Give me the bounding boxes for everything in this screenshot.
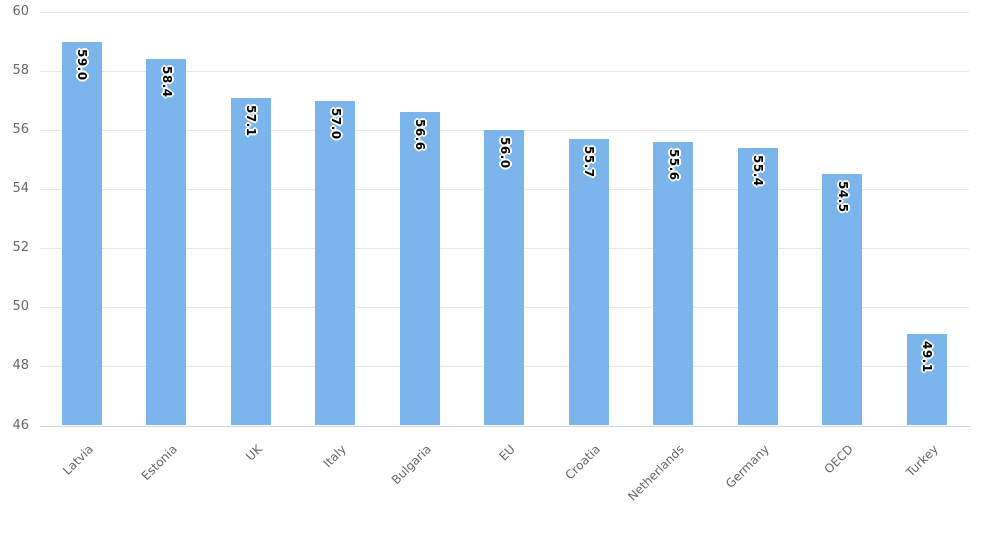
bar-uk[interactable] xyxy=(230,97,271,426)
y-axis-tick-label: 52 xyxy=(12,240,29,256)
bar-netherlands[interactable] xyxy=(653,141,694,426)
y-axis-tick-label: 46 xyxy=(12,417,29,433)
bar-value-label: 57.0 xyxy=(328,107,343,140)
bar-turkey[interactable] xyxy=(906,333,947,426)
bar-value-label: 55.6 xyxy=(666,148,681,181)
bar-latvia[interactable] xyxy=(61,41,102,426)
bar-value-label: 57.1 xyxy=(244,104,259,137)
y-axis-tick-label: 50 xyxy=(12,299,29,315)
bar-value-label: 49.1 xyxy=(920,340,935,373)
y-axis-tick-label: 48 xyxy=(12,358,29,374)
bar-oecd[interactable] xyxy=(822,174,863,426)
y-axis-tick-label: 54 xyxy=(12,181,29,197)
y-axis-tick-label: 58 xyxy=(12,63,29,79)
x-axis-line xyxy=(39,425,971,427)
bar-germany[interactable] xyxy=(737,147,778,426)
bar-value-label: 54.5 xyxy=(835,181,850,214)
y-axis-tick-label: 60 xyxy=(12,4,29,19)
bar-eu[interactable] xyxy=(484,130,525,426)
y-gridline xyxy=(39,70,969,72)
y-gridline xyxy=(39,11,969,13)
bar-bulgaria[interactable] xyxy=(399,112,440,426)
bar-italy[interactable] xyxy=(315,100,356,426)
bar-value-label: 55.4 xyxy=(751,154,766,187)
bar-value-label: 56.6 xyxy=(413,119,428,152)
bar-value-label: 58.4 xyxy=(159,66,174,98)
bar-value-label: 56.0 xyxy=(497,137,512,169)
bar-estonia[interactable] xyxy=(146,59,187,426)
bar-value-label: 55.7 xyxy=(582,146,597,178)
bar-croatia[interactable] xyxy=(568,139,609,426)
y-axis-tick-label: 56 xyxy=(12,122,29,138)
bar-value-label: 59.0 xyxy=(75,48,90,81)
bar-chart: 46 48 50 52 54 56 58 60 59.0 Latvia 58.4 Estonia 57.… xyxy=(12,4,971,504)
